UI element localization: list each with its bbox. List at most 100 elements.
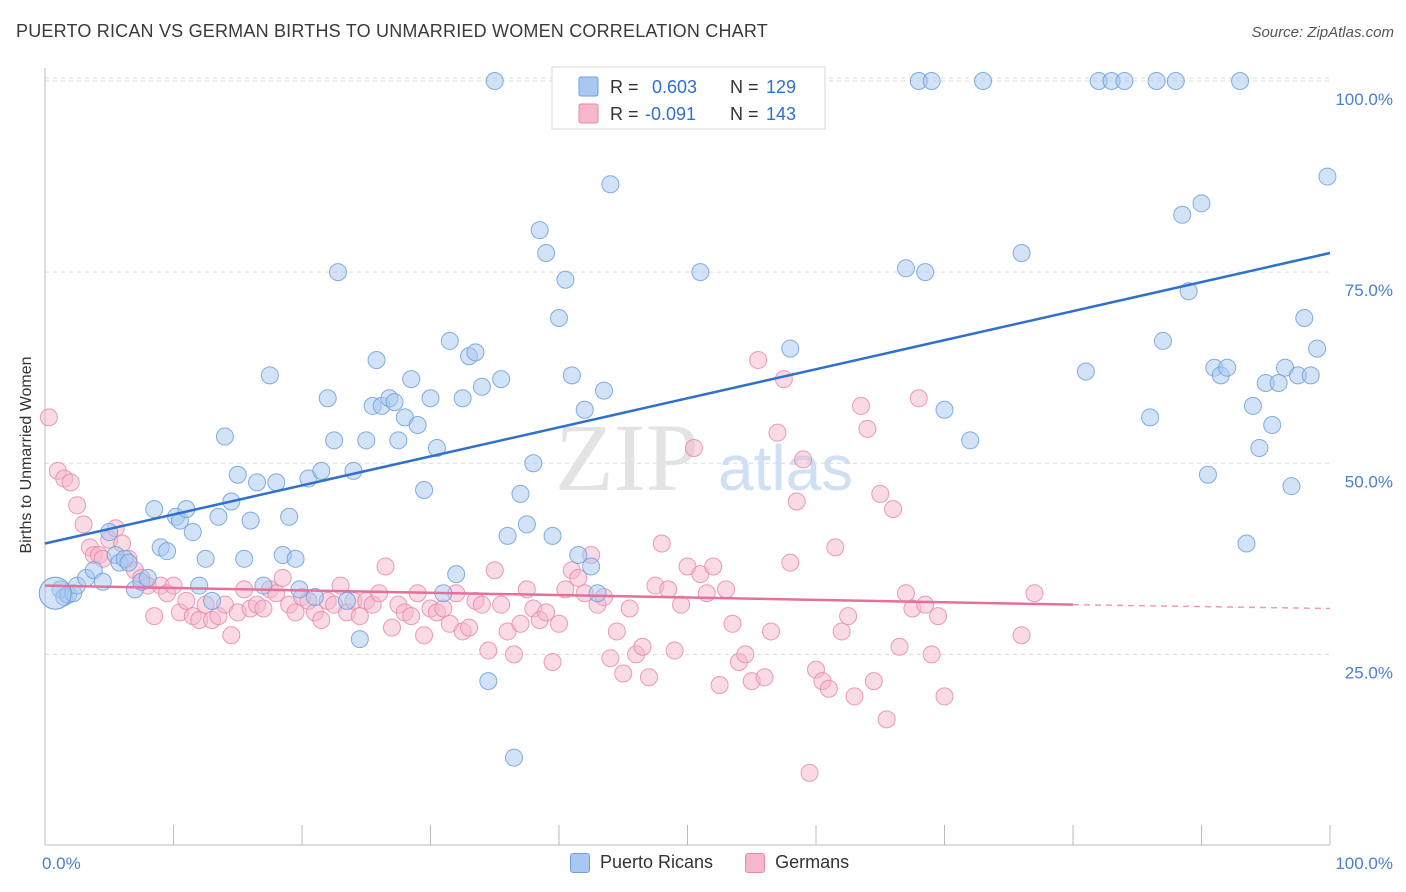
data-point-puerto-rican	[1318, 167, 1337, 186]
data-point-puerto-rican	[537, 244, 556, 263]
legend-r-value: 0.603	[652, 77, 697, 97]
data-point-german	[550, 614, 568, 633]
data-point-puerto-rican	[562, 366, 581, 385]
data-point-puerto-rican	[601, 175, 620, 194]
legend-r-label: R =	[610, 104, 639, 124]
data-point-german	[755, 668, 774, 687]
data-point-german	[909, 389, 928, 408]
data-point-puerto-rican	[350, 630, 369, 649]
data-point-german	[254, 599, 273, 618]
data-point-puerto-rican	[421, 389, 440, 408]
data-point-puerto-rican	[260, 366, 279, 385]
data-point-german	[922, 645, 941, 664]
data-point-german	[350, 607, 369, 626]
series-puerto-ricans	[38, 72, 1337, 767]
data-point-puerto-rican	[896, 259, 915, 278]
data-point-german	[652, 534, 671, 553]
data-point-puerto-rican	[1295, 308, 1314, 327]
legend-item-puerto-ricans: Puerto Ricans	[570, 852, 713, 873]
legend-label: Puerto Ricans	[600, 852, 714, 872]
data-point-german	[935, 687, 954, 706]
data-point-german	[781, 553, 800, 572]
legend-swatch-pink	[578, 103, 599, 124]
data-point-german	[556, 580, 575, 599]
data-point-puerto-rican	[1153, 331, 1172, 350]
watermark-atlas: atlas	[718, 432, 853, 504]
data-point-puerto-rican	[453, 389, 472, 408]
data-point-puerto-rican	[1263, 416, 1282, 435]
data-point-german	[684, 438, 703, 457]
data-point-puerto-rican	[691, 263, 710, 282]
data-point-puerto-rican	[556, 270, 575, 289]
data-point-german	[511, 614, 530, 633]
legend-n-value: 143	[766, 104, 796, 124]
data-point-puerto-rican	[248, 473, 267, 492]
data-point-german	[871, 484, 890, 503]
data-point-puerto-rican	[781, 339, 800, 358]
data-point-german	[762, 622, 781, 641]
data-point-german	[633, 637, 652, 656]
data-point-puerto-rican	[158, 542, 177, 561]
data-point-puerto-rican	[241, 511, 260, 530]
y-tick-label: 100.0%	[1335, 90, 1393, 109]
y-tick-label: 50.0%	[1345, 472, 1393, 491]
data-point-puerto-rican	[100, 523, 119, 542]
data-point-puerto-rican	[524, 454, 543, 473]
data-point-puerto-rican	[517, 515, 536, 534]
data-point-german	[639, 668, 658, 687]
data-point-german	[607, 622, 626, 641]
trend-line-germans	[44, 584, 1074, 606]
x-tick-labels: 0.0% 100.0%	[42, 854, 1393, 873]
data-point-puerto-rican	[1012, 244, 1031, 263]
data-point-puerto-rican	[402, 370, 421, 389]
data-point-puerto-rican	[530, 221, 549, 240]
data-point-puerto-rican	[1115, 72, 1134, 90]
data-point-cluster	[38, 576, 72, 610]
data-point-german	[543, 653, 562, 672]
data-point-puerto-rican	[215, 427, 234, 446]
data-point-puerto-rican	[1243, 396, 1262, 415]
data-point-puerto-rican	[1308, 339, 1327, 358]
data-point-puerto-rican	[1141, 408, 1160, 427]
data-point-puerto-rican	[328, 263, 347, 282]
data-point-german	[505, 645, 524, 664]
swatch-blue	[570, 852, 590, 873]
data-point-puerto-rican	[1218, 358, 1237, 377]
axes	[44, 68, 1331, 846]
data-point-puerto-rican	[1269, 373, 1288, 392]
data-point-puerto-rican	[472, 377, 491, 396]
data-point-german	[614, 664, 633, 683]
data-point-puerto-rican	[1166, 72, 1185, 90]
data-point-puerto-rican	[1250, 438, 1269, 457]
legend-item-germans: Germans	[745, 852, 849, 873]
data-point-german	[537, 603, 556, 622]
data-point-german	[601, 649, 620, 668]
data-point-puerto-rican	[344, 461, 363, 480]
x-tick-label: 100.0%	[1335, 854, 1393, 873]
data-point-german	[164, 576, 183, 595]
legend-n-value: 129	[766, 77, 796, 97]
data-point-puerto-rican	[511, 484, 530, 503]
data-point-german	[819, 679, 838, 698]
data-point-puerto-rican	[119, 553, 138, 572]
legend-n-label: N =	[730, 77, 759, 97]
data-point-german	[877, 710, 896, 729]
data-point-german	[890, 637, 909, 656]
data-point-puerto-rican	[183, 523, 202, 542]
data-point-puerto-rican	[254, 576, 273, 595]
data-point-german	[402, 607, 421, 626]
data-point-puerto-rican	[228, 465, 247, 484]
legend: R = 0.603 N = 129 R = -0.091 N = 143	[551, 66, 826, 130]
data-point-german	[485, 561, 504, 580]
data-point-puerto-rican	[389, 431, 408, 450]
data-point-puerto-rican	[138, 568, 157, 587]
y-tick-label: 25.0%	[1345, 663, 1393, 682]
data-point-german	[376, 557, 395, 576]
data-point-german	[434, 599, 453, 618]
data-point-german	[787, 492, 806, 511]
x-tick-label: 0.0%	[42, 854, 81, 873]
data-point-puerto-rican	[594, 381, 613, 400]
data-point-german	[620, 599, 639, 618]
data-point-german	[845, 687, 864, 706]
